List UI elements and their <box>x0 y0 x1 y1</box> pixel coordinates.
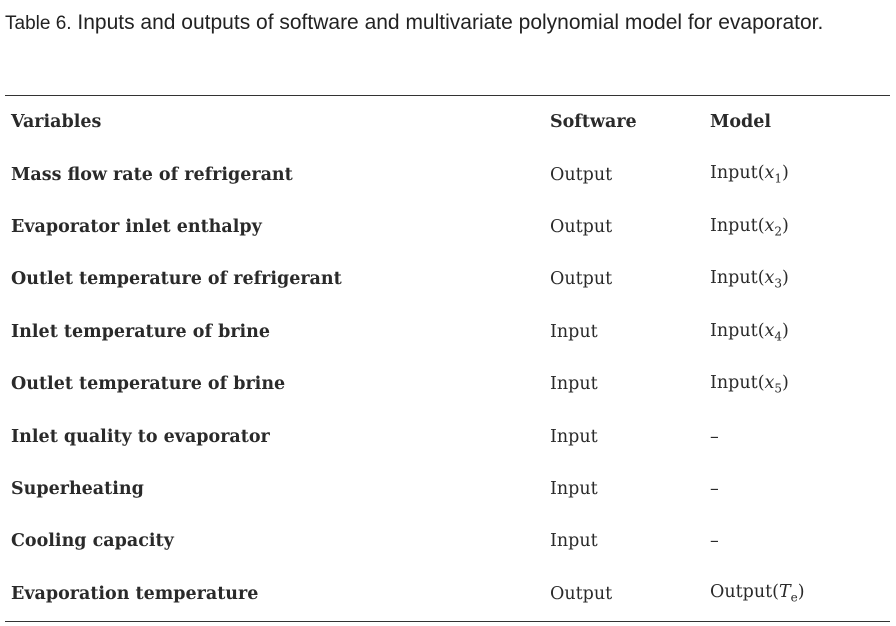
top-rule <box>5 95 890 96</box>
table-row: Inlet quality to evaporator Input – <box>5 410 890 462</box>
table-row: Evaporator inlet enthalpy Output Input(x2) <box>5 201 890 253</box>
cell-software: Output <box>550 269 613 290</box>
model-symbol: x4 <box>764 320 783 344</box>
cell-model: Input(x1) <box>704 148 890 200</box>
model-prefix: – <box>710 426 719 447</box>
model-prefix: Input( <box>710 320 765 341</box>
cell-variable: Evaporation temperature <box>11 583 259 604</box>
cell-model: – <box>704 515 890 567</box>
model-symbol-letter: x <box>764 372 775 393</box>
cell-variable: Mass flow rate of refrigerant <box>11 164 293 185</box>
table-row: Outlet temperature of refrigerant Output I… <box>5 253 890 305</box>
header-model: Model <box>710 112 772 133</box>
model-symbol-letter: x <box>764 320 775 341</box>
model-subscript: 5 <box>774 381 783 396</box>
bottom-rule <box>5 621 890 622</box>
model-subscript: 4 <box>774 329 783 343</box>
cell-variable: Superheating <box>11 478 144 499</box>
cell-software: Input <box>550 478 598 499</box>
cell-model: – <box>704 463 890 515</box>
header-software: Software <box>550 112 637 133</box>
cell-variable: Evaporator inlet enthalpy <box>11 216 262 237</box>
cell-model: Input(x2) <box>704 201 890 253</box>
caption-text: Inputs and outputs of software and multi… <box>77 11 824 34</box>
model-prefix: – <box>710 478 719 499</box>
table-row: Cooling capacity Input – <box>5 515 890 567</box>
cell-variable: Outlet temperature of refrigerant <box>11 269 342 290</box>
model-prefix: Input( <box>710 372 765 393</box>
model-suffix: ) <box>782 215 789 236</box>
model-symbol: x3 <box>764 268 783 291</box>
cell-variable: Outlet temperature of brine <box>11 374 286 395</box>
table-row: Inlet temperature of brine Input Input(x4) <box>5 306 890 358</box>
model-symbol: x1 <box>764 163 783 186</box>
model-symbol: x5 <box>764 372 783 396</box>
model-symbol-letter: x <box>764 268 775 289</box>
cell-model: – <box>704 410 890 462</box>
model-subscript: 1 <box>774 171 783 186</box>
cell-variable: Inlet quality to evaporator <box>11 426 270 447</box>
cell-software: Input <box>550 531 598 552</box>
model-symbol-letter: x <box>764 163 775 184</box>
cell-software: Output <box>550 583 613 604</box>
model-subscript: e <box>790 590 798 605</box>
table-row: Mass flow rate of refrigerant Output Input… <box>5 148 890 200</box>
cell-software: Input <box>550 321 598 342</box>
model-subscript: 2 <box>774 224 783 239</box>
model-symbol: Te <box>778 582 798 605</box>
model-symbol-letter: x <box>764 215 775 236</box>
table-caption: Table 6. Inputs and outputs of software … <box>5 6 865 40</box>
table-label: Table 6. <box>5 13 72 34</box>
cell-software: Output <box>550 216 613 237</box>
cell-model: Input(x3) <box>704 253 890 305</box>
model-symbol: x2 <box>764 215 783 239</box>
model-suffix: ) <box>782 268 789 289</box>
model-suffix: ) <box>782 320 789 341</box>
model-subscript: 3 <box>774 276 783 291</box>
model-prefix: Input( <box>710 215 765 236</box>
model-symbol-letter: T <box>778 582 791 603</box>
cell-variable: Cooling capacity <box>11 531 174 552</box>
header-variables: Variables <box>11 112 102 133</box>
cell-software: Input <box>550 374 598 395</box>
table-row: Superheating Input – <box>5 463 890 515</box>
table-row: Outlet temperature of brine Input Input(x5… <box>5 358 890 410</box>
cell-software: Input <box>550 426 598 447</box>
model-suffix: ) <box>797 582 805 603</box>
variables-table: Variables Software Model Mass flow rate … <box>5 96 890 620</box>
cell-model: Input(x4) <box>704 306 890 358</box>
cell-model: Output(Te) <box>704 568 890 620</box>
model-suffix: ) <box>782 163 789 184</box>
table-header-row: Variables Software Model <box>5 96 890 148</box>
cell-software: Output <box>550 164 613 185</box>
model-prefix: Output( <box>710 582 779 603</box>
cell-variable: Inlet temperature of brine <box>11 321 271 342</box>
table-row: Evaporation temperature Output Output(Te) <box>5 568 890 620</box>
cell-model: Input(x5) <box>704 358 890 410</box>
model-prefix: Input( <box>710 163 765 184</box>
model-prefix: Input( <box>710 268 765 289</box>
model-suffix: ) <box>782 372 789 393</box>
model-prefix: – <box>710 531 719 552</box>
